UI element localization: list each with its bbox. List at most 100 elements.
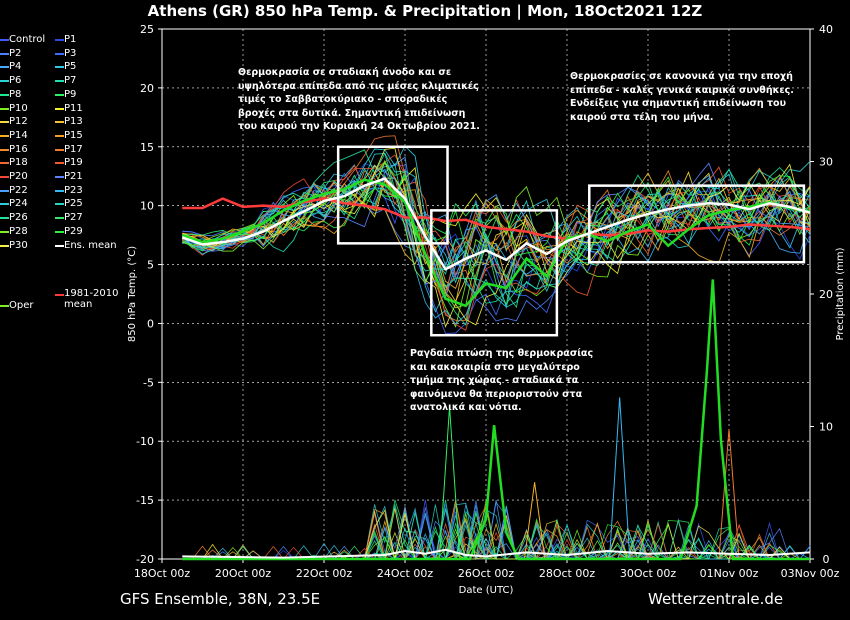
ens-mean-temp-line [181, 177, 811, 271]
legend-swatch [0, 244, 9, 247]
legend-swatch [0, 189, 9, 192]
legend-swatch [0, 121, 9, 124]
highlight-box-2 [430, 209, 559, 337]
x-tick-label: 20Oct 00z [215, 567, 272, 580]
legend-label: P27 [64, 212, 83, 224]
legend-swatch [0, 107, 9, 110]
legend-swatch [0, 148, 9, 151]
legend-label: P26 [9, 212, 28, 224]
legend-label: P24 [9, 198, 28, 210]
legend-label: P28 [9, 225, 28, 237]
legend-swatch [55, 66, 64, 69]
legend-label: P14 [9, 129, 28, 141]
legend-label: P9 [64, 88, 77, 100]
legend-label: Oper [9, 300, 34, 311]
member-temp-line [182, 154, 811, 331]
legend-label: P19 [64, 157, 83, 169]
legend-label: P21 [64, 171, 83, 182]
chart-title: Athens (GR) 850 hPa Temp. & Precipitatio… [147, 2, 703, 20]
legend-label: P15 [64, 129, 83, 141]
legend: Control P1 P2 P3 P4 P5 P6 P7 P8 P9 P10 P11 P12 P13 P14… [0, 33, 130, 313]
member-temp-line [182, 162, 811, 321]
y2-tick-label: 20 [819, 288, 833, 301]
legend-swatch [55, 189, 64, 192]
footer-source: Wetterzentrale.de [648, 590, 784, 608]
legend-swatch [0, 162, 9, 165]
highlight-box-1 [336, 145, 449, 245]
annotation-temp-drop: Ραγδαία πτώση της θερμοκρασίας και κακοκ… [410, 348, 594, 413]
x-tick-label: 18Oct 00z [134, 567, 191, 580]
legend-swatch [55, 134, 64, 137]
y2-tick-label: 10 [819, 421, 833, 434]
legend-label: P7 [64, 75, 77, 87]
legend-label: P2 [9, 47, 22, 59]
legend-swatch [55, 39, 64, 41]
highlight-box-3 [588, 184, 806, 264]
legend-label: P18 [9, 157, 28, 169]
legend-label: Ens. mean [64, 239, 117, 251]
legend-swatch [55, 93, 64, 96]
legend-label: P16 [9, 143, 28, 155]
legend-swatch [55, 121, 64, 124]
y2-axis-label: Precipitation (mm) [835, 247, 846, 340]
x-tick-label: 03Nov 00z [781, 567, 840, 580]
legend-label: P29 [64, 225, 83, 237]
member-temp-line [181, 156, 811, 299]
y-tick-label: -20 [136, 553, 154, 566]
y-tick-label: 0 [147, 317, 154, 330]
legend-label: P13 [64, 116, 83, 128]
legend-swatch [0, 66, 9, 69]
legend-swatch [0, 230, 9, 233]
legend-label: P1 [64, 34, 77, 45]
oper-precip-line [182, 279, 810, 561]
member-precip-spike [609, 397, 631, 560]
member-temp-line [182, 174, 811, 257]
legend-label: P5 [64, 61, 77, 73]
x-tick-label: 24Oct 00z [377, 567, 434, 580]
legend-label: Control [9, 34, 46, 45]
y-axis-label: 850 hPa Temp. (°C) [127, 246, 138, 342]
ens-mean-precip-line [182, 548, 811, 559]
y-tick-label: -10 [136, 435, 154, 448]
y-tick-label: 20 [140, 82, 154, 95]
y2-tick-label: 30 [819, 156, 833, 169]
legend-swatch [55, 244, 64, 247]
climatology-mean-line [182, 197, 811, 240]
member-precip-line [182, 513, 810, 561]
legend-label: P20 [9, 171, 28, 182]
y-tick-label: 5 [147, 259, 154, 272]
x-axis-label: Date (UTC) [459, 585, 514, 596]
legend-label: 1981-2010 mean [64, 288, 119, 310]
legend-label: P22 [9, 184, 28, 196]
legend-swatch [55, 294, 64, 296]
member-temp-line [182, 149, 811, 305]
footer-model: GFS Ensemble, 38N, 23.5E [120, 590, 321, 608]
legend-swatch [0, 93, 9, 96]
x-tick-label: 28Oct 00z [539, 567, 596, 580]
legend-label: P12 [9, 116, 28, 128]
legend-label: P3 [64, 47, 77, 59]
annotation-weekend: Θερμοκρασία σε σταδιακή άνοδο και σε υψη… [238, 67, 480, 132]
legend-swatch [0, 305, 9, 307]
legend-label: P6 [9, 75, 22, 87]
legend-swatch [0, 80, 9, 83]
legend-swatch [55, 176, 64, 178]
legend-label: P23 [64, 184, 83, 196]
legend-swatch [0, 39, 9, 41]
legend-swatch [55, 80, 64, 83]
member-precip-spike [438, 406, 461, 560]
legend-label: P11 [64, 102, 83, 114]
member-precip-spike [523, 482, 546, 560]
legend-label: P4 [9, 61, 22, 73]
legend-swatch [0, 203, 9, 206]
legend-label: P25 [64, 198, 83, 210]
y-tick-label: 10 [140, 200, 154, 213]
legend-swatch [55, 217, 64, 220]
member-temp-line [182, 170, 811, 299]
legend-swatch [0, 217, 9, 220]
legend-swatch [0, 176, 9, 178]
legend-label: P30 [9, 239, 28, 251]
x-tick-label: 01Nov 00z [700, 567, 759, 580]
member-temp-line [182, 171, 811, 290]
